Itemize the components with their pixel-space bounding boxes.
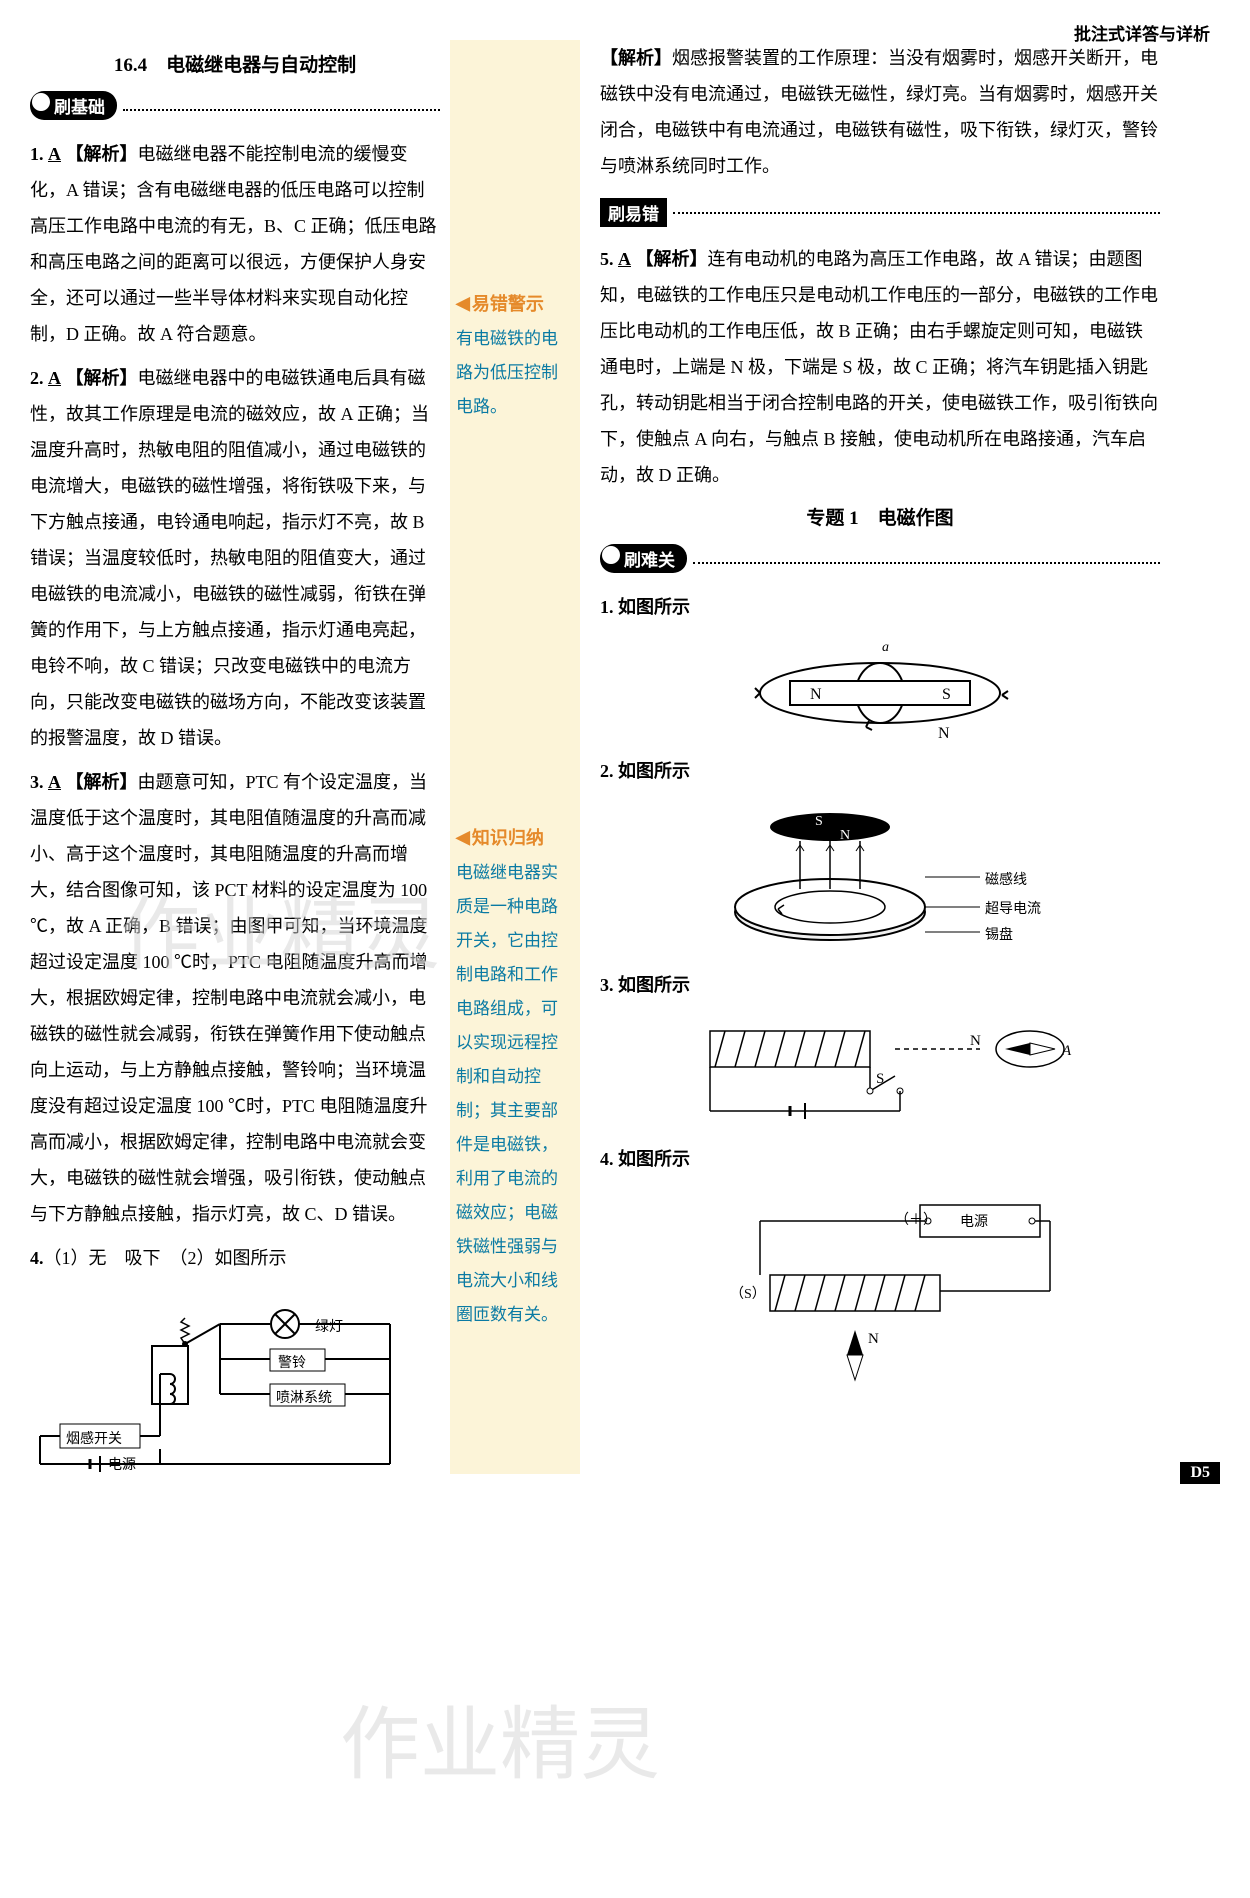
d1-label: 1. 如图所示 [600,597,690,617]
right-top-text: 烟感报警装置的工作原理：当没有烟雾时，烟感开关断开，电磁铁中没有电流通过，电磁铁… [600,48,1158,176]
q1-tag: 【解析】 [66,144,138,164]
q4-label-power: 电源 [108,1454,136,1474]
q2-number: 2. [30,368,44,388]
q4-label-lamp: 绿灯 [315,1316,343,1336]
badge-hard: 刷难关 [600,544,687,573]
note2-title: 知识归纳 [456,824,574,850]
svg-text:A: A [1061,1043,1072,1059]
diagram-3: S N A [680,1011,1080,1131]
section-title: 16.4 电磁继电器与自动控制 [30,50,440,77]
right-column: 【解析】烟感报警装置的工作原理：当没有烟雾时，烟感开关断开，电磁铁中没有电流通过… [580,40,1160,1474]
svg-text:S: S [815,814,823,829]
badge-hard-wrap: 刷难关 [600,544,1160,581]
badge-basic-wrap: 刷基础 [30,91,440,128]
dots-line-2 [673,212,1160,214]
right-top-analysis: 【解析】烟感报警装置的工作原理：当没有烟雾时，烟感开关断开，电磁铁中没有电流通过… [600,40,1160,184]
svg-text:S: S [942,686,951,703]
q4-label-switch: 烟感开关 [66,1428,122,1448]
answer-q4: 4.（1）无 吸下 （2）如图所示 [30,1240,440,1276]
d4-label-power: 电源 [960,1211,988,1231]
answer-q1: 1. A 【解析】电磁继电器不能控制电流的缓慢变化，A 错误；含有电磁继电器的低… [30,136,440,352]
d2-label-current: 超导电流 [985,898,1041,918]
note2-body: 电磁继电器实质是一种电路开关，它由控制电路和工作电路组成，可以实现远程控制和自动… [456,856,574,1332]
page-container: 16.4 电磁继电器与自动控制 刷基础 1. A 【解析】电磁继电器不能控制电流… [0,0,1250,1494]
diagram-4: N （＋） 电源 （S） [680,1185,1080,1385]
dots-line-3 [693,562,1160,564]
right-top-tag: 【解析】 [600,48,672,68]
topic-title: 专题 1 电磁作图 [600,503,1160,530]
left-column: 16.4 电磁继电器与自动控制 刷基础 1. A 【解析】电磁继电器不能控制电流… [30,40,450,1474]
q2-text: 电磁继电器中的电磁铁通电后具有磁性，故其工作原理是电流的磁效应，故 A 正确；当… [30,368,429,748]
diagram-1: N S N a [720,633,1040,753]
d2-caption: 2. 如图所示 [600,753,1160,789]
badge-mistake: 刷易错 [600,198,667,227]
center-column: 易错警示 有电磁铁的电路为低压控制电路。 知识归纳 电磁继电器实质是一种电路开关… [450,40,580,1474]
q2-tag: 【解析】 [66,368,138,388]
q5-text: 连有电动机的电路为高压工作电路，故 A 错误；由题图知，电磁铁的工作电压只是电动… [600,249,1158,485]
q1-number: 1. [30,144,44,164]
svg-text:N: N [810,686,822,703]
q5-number: 5. [600,249,614,269]
answer-q5: 5. A 【解析】连有电动机的电路为高压工作电路，故 A 错误；由题图知，电磁铁… [600,241,1160,493]
dots-line [123,109,440,111]
d4-label: 4. 如图所示 [600,1149,690,1169]
d2-label-line: 磁感线 [985,869,1027,889]
d1-caption: 1. 如图所示 [600,589,1160,625]
svg-text:N: N [840,828,850,843]
page-number: D5 [1180,1462,1220,1484]
q4-number: 4. [30,1248,44,1268]
q1-answer: A [48,144,61,164]
badge-mistake-wrap: 刷易错 [600,192,1160,233]
q3-tag: 【解析】 [66,772,138,792]
note1-title: 易错警示 [456,290,574,316]
q3-answer: A [48,772,61,792]
diagram-2: S N 磁感线 超导电流 锡盘 [700,797,1060,957]
svg-text:a: a [882,640,889,655]
answer-q3: 3. A 【解析】由题意可知，PTC 有个设定温度，当温度低于这个温度时，其电阻… [30,764,440,1232]
q4-text-a: （1）无 吸下 （2）如图所示 [44,1248,287,1268]
note1-body: 有电磁铁的电路为低压控制电路。 [456,322,574,424]
q3-number: 3. [30,772,44,792]
d4-caption: 4. 如图所示 [600,1141,1160,1177]
badge-basic: 刷基础 [30,91,117,120]
q1-text: 电磁继电器不能控制电流的缓慢变化，A 错误；含有电磁继电器的低压电路可以控制高压… [30,144,437,344]
d3-caption: 3. 如图所示 [600,967,1160,1003]
q5-tag: 【解析】 [636,249,708,269]
q3-text: 由题意可知，PTC 有个设定温度，当温度低于这个温度时，其电阻值随温度的升高而减… [30,772,428,1224]
svg-text:N: N [970,1033,981,1049]
d3-label: 3. 如图所示 [600,975,690,995]
svg-text:N: N [868,1331,879,1347]
q2-answer: A [48,368,61,388]
q4-circuit-diagram: 绿灯 警铃 喷淋系统 烟感开关 电源 [30,1284,410,1474]
q5-answer: A [618,249,631,269]
answer-q2: 2. A 【解析】电磁继电器中的电磁铁通电后具有磁性，故其工作原理是电流的磁效应… [30,360,440,756]
q4-label-spray: 喷淋系统 [276,1387,332,1407]
svg-text:N: N [938,725,950,742]
d2-label-disk: 锡盘 [985,924,1013,944]
watermark-2: 作业精灵 [340,1680,660,1796]
d4-label-plus: （＋） [895,1209,937,1229]
q4-label-bell: 警铃 [278,1352,306,1372]
d4-label-s: （S） [730,1283,766,1303]
svg-text:S: S [876,1071,884,1087]
d2-label: 2. 如图所示 [600,761,690,781]
